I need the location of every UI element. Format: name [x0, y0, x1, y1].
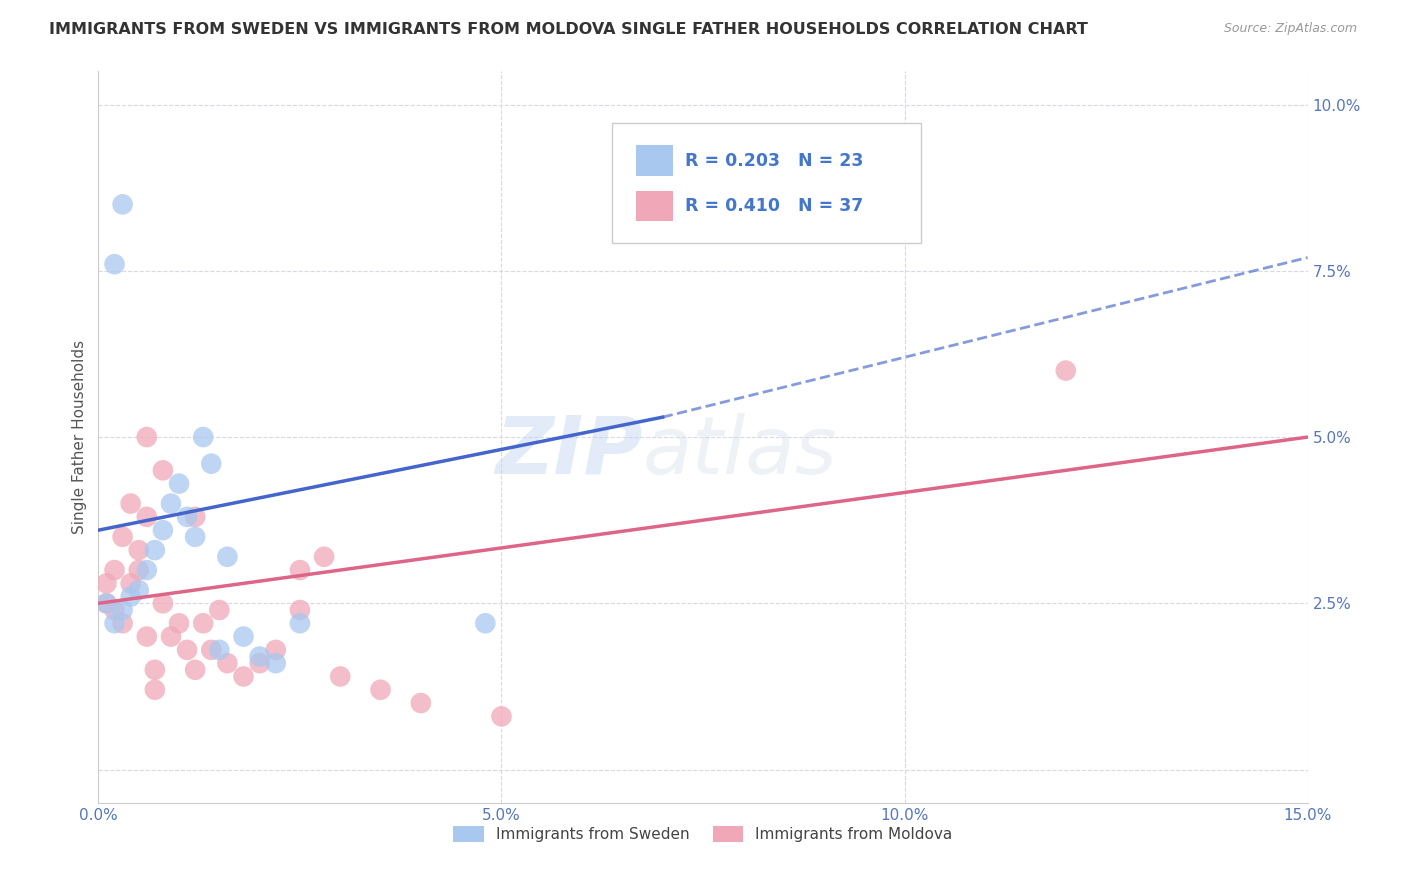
Point — [264, 656, 287, 670]
Point — [288, 563, 311, 577]
Text: R = 0.410   N = 37: R = 0.410 N = 37 — [685, 197, 863, 215]
Point — [232, 669, 254, 683]
Point — [135, 430, 157, 444]
Point — [167, 616, 190, 631]
Y-axis label: Single Father Households: Single Father Households — [72, 340, 87, 534]
Point — [409, 696, 432, 710]
Point — [329, 669, 352, 683]
Point — [135, 563, 157, 577]
Point — [184, 530, 207, 544]
Point — [193, 430, 215, 444]
Point — [249, 656, 271, 670]
Point — [111, 197, 134, 211]
Text: ZIP: ZIP — [495, 413, 643, 491]
Point — [184, 509, 207, 524]
Point — [200, 643, 222, 657]
Text: atlas: atlas — [643, 413, 838, 491]
Point — [120, 576, 142, 591]
Point — [103, 563, 125, 577]
Point — [111, 603, 134, 617]
Point — [120, 497, 142, 511]
Point — [193, 616, 215, 631]
Point — [143, 543, 166, 558]
Point — [128, 582, 150, 597]
FancyBboxPatch shape — [637, 191, 672, 221]
Point — [128, 563, 150, 577]
Point — [96, 576, 118, 591]
Point — [120, 590, 142, 604]
Point — [111, 616, 134, 631]
Point — [208, 603, 231, 617]
Text: Source: ZipAtlas.com: Source: ZipAtlas.com — [1223, 22, 1357, 36]
FancyBboxPatch shape — [637, 145, 672, 176]
Point — [111, 530, 134, 544]
Point — [217, 549, 239, 564]
Point — [184, 663, 207, 677]
Point — [103, 257, 125, 271]
FancyBboxPatch shape — [613, 122, 921, 244]
Point — [96, 596, 118, 610]
Point — [1054, 363, 1077, 377]
Point — [314, 549, 336, 564]
Point — [176, 509, 198, 524]
Point — [143, 682, 166, 697]
Point — [103, 616, 125, 631]
Point — [288, 616, 311, 631]
Point — [264, 643, 287, 657]
Point — [160, 630, 183, 644]
Legend: Immigrants from Sweden, Immigrants from Moldova: Immigrants from Sweden, Immigrants from … — [446, 819, 960, 850]
Point — [217, 656, 239, 670]
Point — [128, 543, 150, 558]
Point — [135, 630, 157, 644]
Point — [96, 596, 118, 610]
Point — [491, 709, 513, 723]
Point — [167, 476, 190, 491]
Point — [370, 682, 392, 697]
Point — [152, 523, 174, 537]
Point — [288, 603, 311, 617]
Point — [232, 630, 254, 644]
Point — [135, 509, 157, 524]
Point — [152, 596, 174, 610]
Point — [143, 663, 166, 677]
Text: R = 0.203   N = 23: R = 0.203 N = 23 — [685, 152, 863, 169]
Point — [200, 457, 222, 471]
Text: IMMIGRANTS FROM SWEDEN VS IMMIGRANTS FROM MOLDOVA SINGLE FATHER HOUSEHOLDS CORRE: IMMIGRANTS FROM SWEDEN VS IMMIGRANTS FRO… — [49, 22, 1088, 37]
Point — [474, 616, 496, 631]
Point — [160, 497, 183, 511]
Point — [176, 643, 198, 657]
Point — [152, 463, 174, 477]
Point — [103, 603, 125, 617]
Point — [208, 643, 231, 657]
Point — [249, 649, 271, 664]
